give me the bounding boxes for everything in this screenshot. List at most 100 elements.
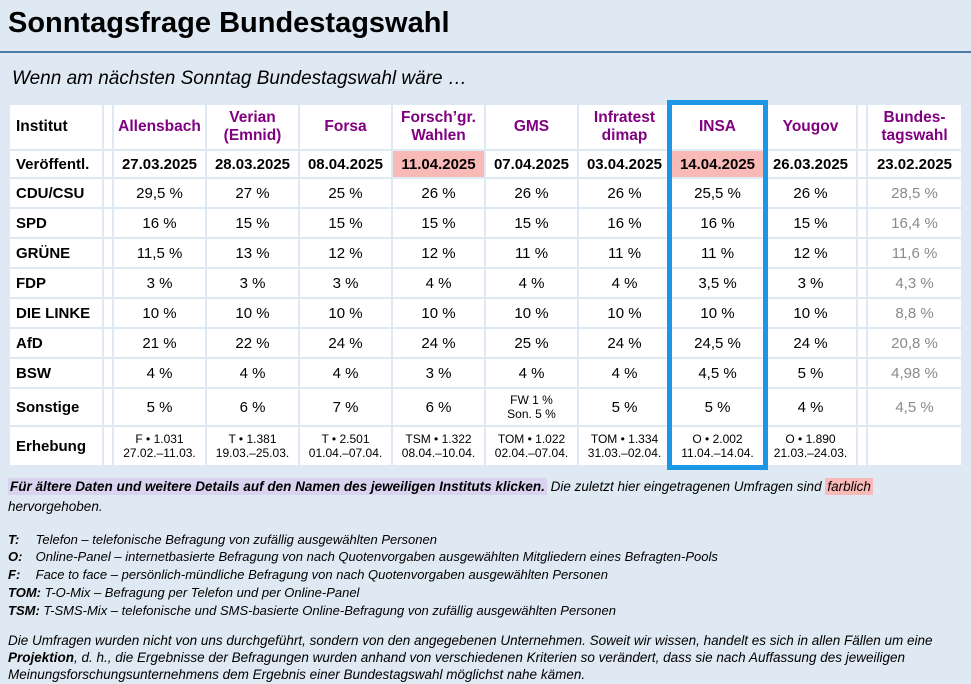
poll-value: 26 %	[486, 179, 577, 207]
poll-value: 12 %	[300, 239, 391, 267]
legend-text: T-O-Mix – Befragung per Telefon und per …	[44, 585, 360, 601]
poll-value: 4 %	[393, 269, 484, 297]
legend-abbr: O:	[8, 549, 23, 565]
poll-value: 10 %	[207, 299, 298, 327]
survey-method: T • 2.501 01.04.–07.04.	[300, 427, 391, 465]
poll-value: 24 %	[300, 329, 391, 357]
party-label: FDP	[10, 269, 102, 297]
party-row-sonstige: Sonstige 5 % 6 % 7 % 6 % FW 1 % Son. 5 %…	[10, 389, 961, 425]
poll-date-highlighted: 14.04.2025	[672, 151, 763, 177]
poll-value: 25,5 %	[672, 179, 763, 207]
election-result-value: 4,98 %	[868, 359, 961, 387]
poll-value: 12 %	[393, 239, 484, 267]
legend-text: Online-Panel – internetbasierte Befragun…	[35, 549, 718, 565]
legend-text: Face to face – persönlich-mündliche Befr…	[35, 567, 608, 583]
poll-value: 3 %	[114, 269, 205, 297]
poll-value-detail: FW 1 % Son. 5 %	[486, 389, 577, 425]
column-spacer	[858, 209, 866, 237]
survey-method: O • 2.002 11.04.–14.04.	[672, 427, 763, 465]
party-row-cdu-csu: CDU/CSU 29,5 % 27 % 25 % 26 % 26 % 26 % …	[10, 179, 961, 207]
institute-header-bundestagswahl[interactable]: Bundes- tagswahl	[868, 105, 961, 149]
poll-value: 29,5 %	[114, 179, 205, 207]
poll-date-highlighted: 11.04.2025	[393, 151, 484, 177]
row-label: Erhebung	[10, 427, 102, 465]
poll-value: 24,5 %	[672, 329, 763, 357]
poll-value: 15 %	[486, 209, 577, 237]
poll-date: 28.03.2025	[207, 151, 298, 177]
institute-header-allensbach[interactable]: Allensbach	[114, 105, 205, 149]
column-spacer	[104, 105, 112, 149]
poll-date: 03.04.2025	[579, 151, 670, 177]
poll-value: 11 %	[579, 239, 670, 267]
column-spacer	[104, 179, 112, 207]
poll-value: 5 %	[579, 389, 670, 425]
projection-disclaimer: Die Umfragen wurden nicht von uns durchg…	[8, 632, 958, 684]
poll-value: 26 %	[579, 179, 670, 207]
party-label: CDU/CSU	[10, 179, 102, 207]
survey-method: O • 1.890 21.03.–24.03.	[765, 427, 856, 465]
poll-value: 10 %	[765, 299, 856, 327]
column-spacer	[104, 427, 112, 465]
poll-value: 3 %	[765, 269, 856, 297]
polls-table: Institut Allensbach Verian (Emnid) Forsa…	[8, 103, 963, 467]
poll-value: 11 %	[486, 239, 577, 267]
poll-value: 16 %	[114, 209, 205, 237]
poll-value: 16 %	[672, 209, 763, 237]
poll-value: 5 %	[765, 359, 856, 387]
poll-value: 4 %	[207, 359, 298, 387]
poll-value: 10 %	[486, 299, 577, 327]
poll-value: 3 %	[300, 269, 391, 297]
column-spacer	[104, 209, 112, 237]
election-result-value: 4,3 %	[868, 269, 961, 297]
poll-value: 15 %	[393, 209, 484, 237]
row-label: Veröffentl.	[10, 151, 102, 177]
poll-date: 27.03.2025	[114, 151, 205, 177]
poll-value: 6 %	[207, 389, 298, 425]
survey-method: F • 1.031 27.02.–11.03.	[114, 427, 205, 465]
footnote-click-hint: Für ältere Daten und weitere Details auf…	[8, 478, 547, 495]
poll-value: 4 %	[579, 269, 670, 297]
poll-value: 24 %	[579, 329, 670, 357]
column-spacer	[858, 105, 866, 149]
institute-header-verian[interactable]: Verian (Emnid)	[207, 105, 298, 149]
poll-value: 25 %	[486, 329, 577, 357]
election-result-value: 28,5 %	[868, 179, 961, 207]
party-row-bsw: BSW 4 % 4 % 4 % 3 % 4 % 4 % 4,5 % 5 % 4,…	[10, 359, 961, 387]
legend-abbr: T:	[8, 531, 20, 547]
table-footnote: Für ältere Daten und weitere Details auf…	[8, 477, 958, 518]
institute-header-infratest[interactable]: Infratest dimap	[579, 105, 670, 149]
poll-value: 26 %	[765, 179, 856, 207]
legend-item-o: O: Online-Panel – internetbasierte Befra…	[8, 549, 971, 565]
institute-header-insa[interactable]: INSA	[672, 105, 763, 149]
election-result-value: 20,8 %	[868, 329, 961, 357]
institute-header-gms[interactable]: GMS	[486, 105, 577, 149]
institute-header-forsa[interactable]: Forsa	[300, 105, 391, 149]
survey-method-row: Erhebung F • 1.031 27.02.–11.03. T • 1.3…	[10, 427, 961, 465]
disclaimer-post: , d. h., die Ergebnisse der Befragungen …	[8, 650, 906, 683]
institute-header-yougov[interactable]: Yougov	[765, 105, 856, 149]
poll-value: 13 %	[207, 239, 298, 267]
poll-value: 4 %	[486, 359, 577, 387]
legend-item-tom: TOM: T-O-Mix – Befragung per Telefon und…	[8, 585, 971, 601]
poll-value: 4 %	[300, 359, 391, 387]
party-label: SPD	[10, 209, 102, 237]
poll-value: 11,5 %	[114, 239, 205, 267]
poll-value: 10 %	[114, 299, 205, 327]
method-legend: T: Telefon – telefonische Befragung von …	[8, 532, 971, 619]
poll-value: 6 %	[393, 389, 484, 425]
institute-header-row: Institut Allensbach Verian (Emnid) Forsa…	[10, 105, 961, 149]
poll-value: 4 %	[114, 359, 205, 387]
column-spacer	[104, 389, 112, 425]
party-row-spd: SPD 16 % 15 % 15 % 15 % 15 % 16 % 16 % 1…	[10, 209, 961, 237]
poll-value: 27 %	[207, 179, 298, 207]
poll-value: 7 %	[300, 389, 391, 425]
column-spacer	[858, 179, 866, 207]
poll-value: 15 %	[765, 209, 856, 237]
legend-abbr: TSM:	[8, 602, 40, 618]
column-spacer	[104, 329, 112, 357]
column-spacer	[104, 239, 112, 267]
institute-header-fgw[interactable]: Forsch’gr. Wahlen	[393, 105, 484, 149]
column-spacer	[858, 359, 866, 387]
legend-item-f: F: Face to face – persönlich-mündliche B…	[8, 567, 971, 583]
column-spacer	[104, 269, 112, 297]
